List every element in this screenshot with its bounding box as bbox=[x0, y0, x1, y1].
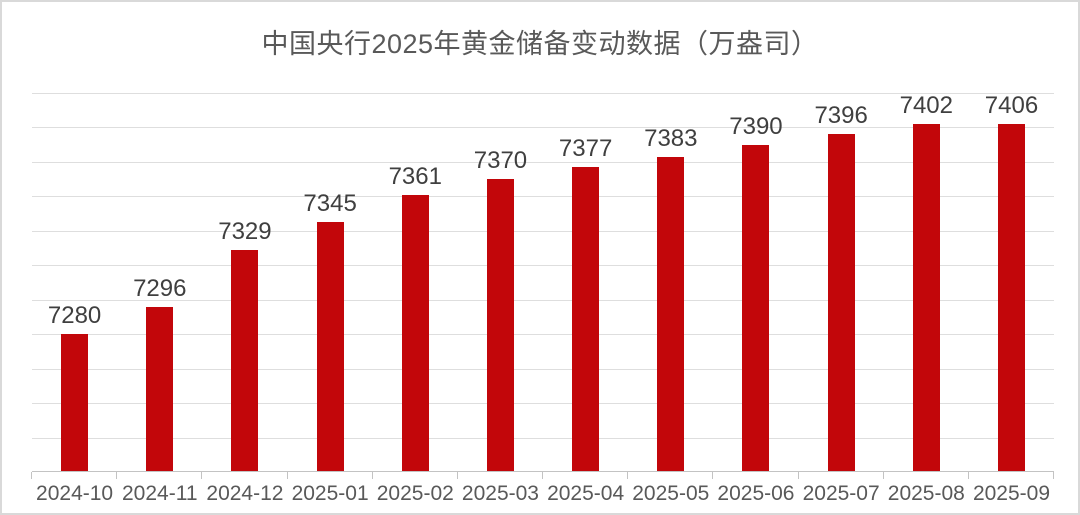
bar-column: 7361 bbox=[373, 93, 458, 472]
x-axis-tick bbox=[542, 472, 543, 479]
bar-column: 7402 bbox=[884, 93, 969, 472]
x-axis-tick bbox=[371, 472, 373, 479]
gridline bbox=[32, 437, 1054, 439]
x-axis-tick bbox=[627, 472, 629, 479]
bar bbox=[742, 144, 770, 472]
bar bbox=[61, 334, 89, 472]
x-axis-tick bbox=[712, 472, 714, 479]
bar-value-label: 7370 bbox=[473, 147, 528, 175]
x-axis-label: 2025-08 bbox=[887, 482, 965, 505]
x-axis-label: 2024-11 bbox=[122, 482, 198, 505]
gridline bbox=[32, 127, 1054, 129]
gridline bbox=[32, 161, 1054, 163]
gridline bbox=[32, 334, 1054, 336]
x-axis-label: 2024-10 bbox=[36, 482, 114, 505]
x-axis-label: 2024-12 bbox=[206, 482, 284, 505]
bar-value-label: 7402 bbox=[899, 92, 953, 120]
x-axis-label: 2025-06 bbox=[717, 482, 795, 505]
bar-column: 7390 bbox=[713, 93, 798, 472]
bar-value-label: 7390 bbox=[729, 112, 783, 140]
bar-column: 7396 bbox=[799, 93, 884, 472]
bar bbox=[401, 194, 429, 472]
bar-column: 7296 bbox=[117, 93, 202, 472]
x-axis-tick bbox=[967, 472, 969, 479]
bar-value-label: 7280 bbox=[47, 302, 102, 330]
x-axis-label: 2025-02 bbox=[376, 482, 454, 505]
gridline bbox=[32, 403, 1054, 405]
bar-value-label: 7361 bbox=[388, 162, 442, 190]
bar bbox=[486, 179, 514, 472]
bar-column: 7383 bbox=[628, 93, 713, 472]
gridline bbox=[32, 230, 1054, 232]
bar-value-label: 7406 bbox=[984, 92, 1039, 119]
bar bbox=[912, 124, 940, 472]
bar-column: 7370 bbox=[458, 93, 543, 472]
bar-column: 7406 bbox=[969, 93, 1054, 472]
x-axis-tick bbox=[201, 472, 203, 479]
x-axis-label: 2025-04 bbox=[547, 482, 625, 505]
bar bbox=[316, 222, 344, 472]
gridline bbox=[32, 265, 1054, 267]
x-axis-label: 2025-03 bbox=[461, 482, 539, 505]
bar-column: 7345 bbox=[288, 93, 373, 472]
bar-value-label: 7329 bbox=[218, 217, 272, 245]
bar bbox=[146, 306, 174, 472]
gridline bbox=[32, 368, 1054, 370]
gridline bbox=[32, 196, 1054, 198]
bar-column: 7329 bbox=[202, 93, 287, 472]
bar-value-label: 7377 bbox=[558, 135, 613, 163]
x-axis-tick bbox=[797, 472, 799, 479]
x-axis-label: 2025-01 bbox=[291, 482, 369, 505]
x-axis-tick bbox=[31, 472, 32, 479]
gridline bbox=[32, 299, 1054, 301]
bar bbox=[997, 124, 1025, 472]
x-axis-tick bbox=[1053, 472, 1054, 479]
x-axis-tick bbox=[882, 472, 884, 479]
bar bbox=[231, 249, 259, 472]
bar-value-label: 7345 bbox=[303, 190, 357, 218]
x-axis-labels: 2024-10 2024-11 2024-12 2025-01 2025-02 2025-… bbox=[32, 482, 1054, 506]
bar bbox=[657, 156, 685, 472]
x-axis-label: 2025-07 bbox=[802, 482, 880, 505]
bar-column: 7280 bbox=[32, 93, 117, 472]
bar-value-label: 7396 bbox=[814, 102, 868, 130]
bar-value-label: 7296 bbox=[133, 274, 187, 302]
bar bbox=[572, 167, 600, 472]
bars-container: 7280 7296 7329 7345 7361 7370 7377 7383 7390 7396… bbox=[32, 93, 1054, 472]
gridline bbox=[32, 93, 1054, 94]
x-axis-tick bbox=[116, 472, 118, 479]
bar-value-label: 7383 bbox=[644, 124, 698, 152]
plot-area: 7280 7296 7329 7345 7361 7370 7377 7383 7390 7396… bbox=[31, 93, 1054, 479]
bar-column: 7377 bbox=[543, 93, 628, 472]
x-axis-tick bbox=[286, 472, 288, 479]
bar bbox=[827, 134, 855, 472]
x-axis-line bbox=[32, 471, 1054, 472]
x-axis-tick bbox=[456, 472, 458, 479]
x-axis-label: 2025-05 bbox=[632, 482, 710, 505]
x-axis-label: 2025-09 bbox=[972, 482, 1051, 505]
chart-title: 中国央行2025年黄金储备变动数据（万盎司） bbox=[261, 29, 819, 59]
